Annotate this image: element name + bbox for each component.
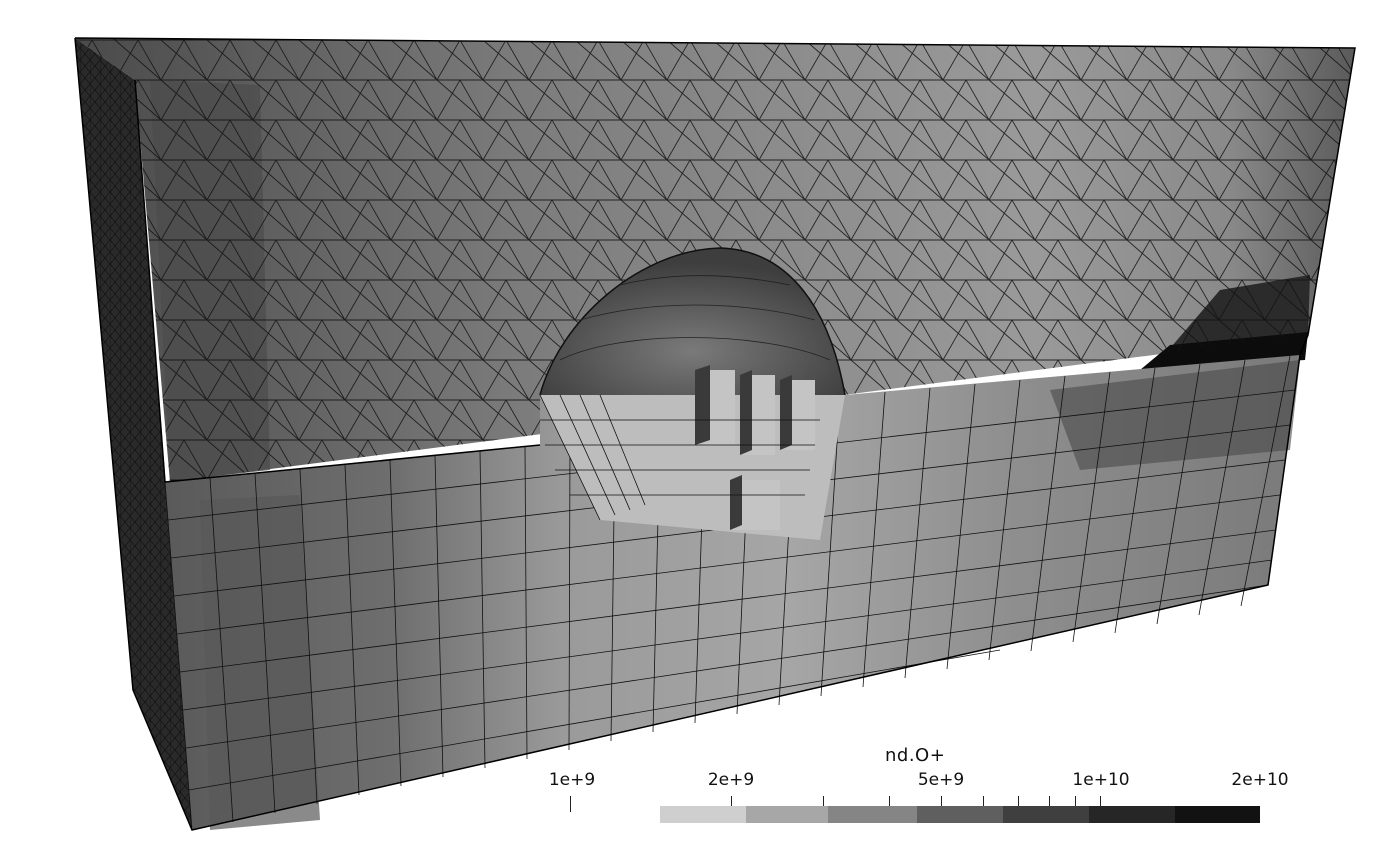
colorbar-band-0 (660, 806, 746, 823)
left-side-face (75, 38, 192, 830)
colorbar (660, 806, 1260, 823)
lower-hex-block (164, 355, 1300, 831)
tick-mark (1100, 796, 1101, 806)
tick-label-5e9: 5e+9 (917, 770, 965, 790)
hex-cutout (539, 365, 845, 540)
mesh-outline (74, 37, 1356, 831)
tick-mark (1075, 796, 1076, 806)
colorbar-band-5 (1089, 806, 1175, 823)
tick-label-2e9: 2e+9 (707, 770, 755, 790)
colorbar-band-2 (828, 806, 917, 823)
colorbar-band-6 (1175, 806, 1260, 823)
tick-mark (1049, 796, 1050, 806)
tick-mark (823, 796, 824, 806)
scalar-bar-title: nd.O+ (885, 745, 946, 766)
tick-mark (570, 796, 571, 812)
tick-label-2e10: 2e+10 (1231, 770, 1289, 790)
tick-mark (889, 796, 890, 806)
tick-mark (941, 796, 942, 806)
colorbar-band-1 (746, 806, 828, 823)
tick-label-1e10: 1e+10 (1072, 770, 1130, 790)
tick-mark (983, 796, 984, 806)
tick-label-1e9: 1e+9 (548, 770, 596, 790)
colorbar-band-4 (1003, 806, 1089, 823)
colorbar-band-3 (917, 806, 1003, 823)
tick-mark (731, 796, 732, 806)
dome-surface (539, 247, 846, 396)
tick-mark (1018, 796, 1019, 806)
